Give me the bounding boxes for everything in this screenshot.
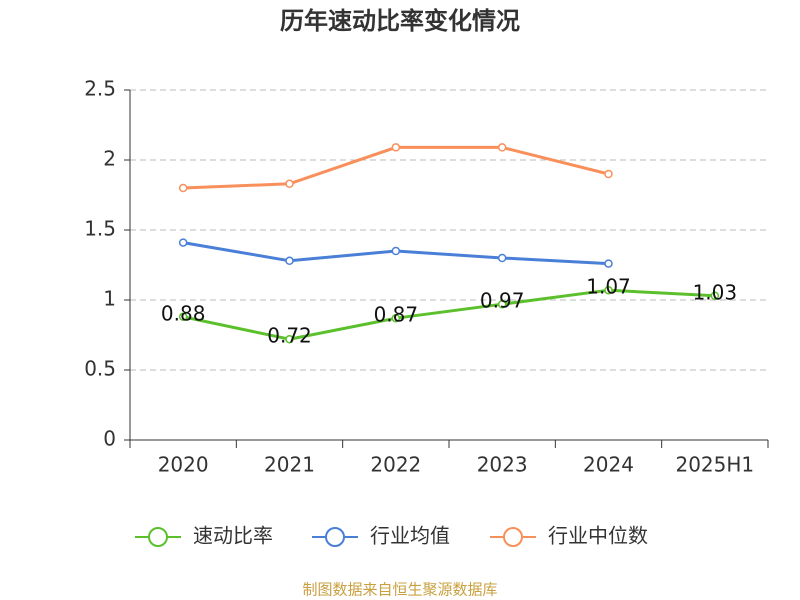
y-tick-label: 0.5	[84, 357, 116, 381]
point	[178, 312, 188, 322]
x-tick-label: 2021	[264, 453, 315, 477]
source-note: 制图数据来自恒生聚源数据库	[302, 581, 497, 599]
chart-title: 历年速动比率变化情况	[280, 7, 520, 35]
point	[604, 169, 613, 179]
point	[391, 313, 401, 323]
data-label: 1.03	[693, 280, 738, 304]
legend-marker	[325, 527, 345, 547]
point	[285, 179, 294, 189]
x-tick-label: 2025H1	[675, 453, 754, 477]
legend-label: 速动比率	[193, 524, 273, 548]
data-label: 0.87	[374, 303, 419, 327]
point	[178, 238, 188, 247]
y-tick-label: 2	[103, 147, 116, 171]
point	[285, 256, 294, 266]
point	[497, 299, 507, 309]
x-tick-label: 2020	[158, 453, 209, 477]
x-tick-label: 2024	[583, 453, 634, 477]
y-tick-label: 1	[103, 287, 116, 311]
data-label: 0.72	[267, 324, 312, 348]
legend-label: 行业均值	[370, 524, 450, 548]
y-tick-label: 0	[103, 427, 116, 451]
data-label: 0.97	[480, 289, 525, 313]
point	[178, 183, 188, 193]
x-tick-label: 2022	[370, 453, 421, 477]
x-tick-label: 2023	[477, 453, 528, 477]
point	[391, 143, 401, 152]
series-line	[183, 145, 609, 190]
y-tick-label: 2.5	[84, 77, 116, 101]
point	[497, 143, 507, 152]
data-label: 0.88	[161, 301, 206, 325]
point	[710, 291, 720, 301]
point	[604, 259, 613, 268]
y-tick-label: 1.5	[84, 217, 116, 241]
legend-marker	[503, 527, 523, 547]
point	[497, 253, 507, 263]
legend-label: 行业中位数	[548, 524, 648, 548]
point	[391, 246, 401, 256]
data-label: 1.07	[586, 275, 631, 299]
legend-marker	[148, 527, 168, 547]
point	[285, 334, 294, 344]
point	[604, 285, 613, 295]
series-line	[182, 288, 715, 341]
